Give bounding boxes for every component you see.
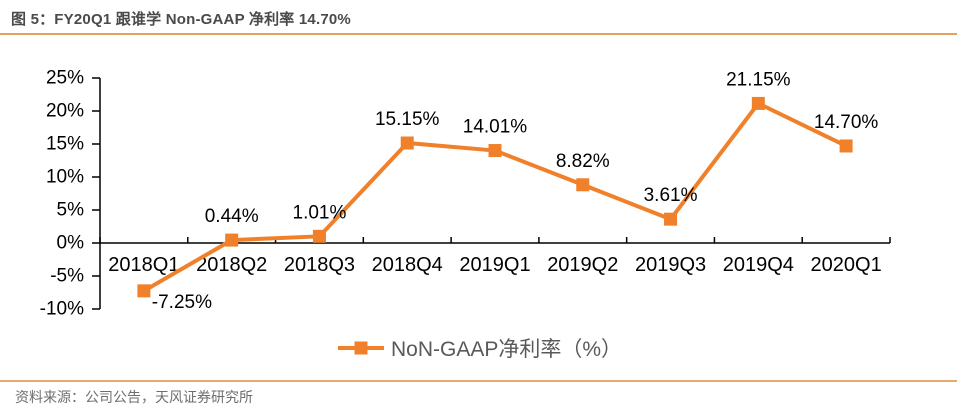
x-axis-category-label: 2018Q4 [372,254,443,276]
source-note: 资料来源：公司公告，天风证券研究所 [15,389,253,405]
x-axis-category-label: 2018Q1 [108,254,179,276]
y-axis-tick-label: 10% [46,167,84,188]
y-axis-tick-label: 5% [57,200,85,221]
data-point-label: 1.01% [293,202,347,223]
x-axis-category-label: 2018Q3 [284,254,355,276]
data-point-marker [225,233,239,247]
x-axis-category-label: 2019Q2 [547,254,618,276]
data-point-marker [576,178,590,192]
x-axis-category-label: 2020Q1 [811,254,882,276]
title-rule [0,33,957,35]
data-point-label: 8.82% [556,151,610,172]
legend-label: NoN-GAAP净利率（%） [391,338,623,361]
data-point-marker [400,136,414,150]
data-point-marker [312,229,326,243]
data-point-label: 15.15% [375,109,440,130]
y-axis-tick-label: 15% [46,134,84,155]
y-axis-tick-label: -5% [50,266,84,287]
y-axis-tick-label: 25% [46,68,84,89]
data-point-marker [839,139,853,153]
data-point-label: -7.25% [152,292,212,313]
legend-line-marker-icon [338,346,384,350]
footer-rule [0,380,957,382]
data-point-label: 3.61% [644,185,698,206]
data-point-label: 21.15% [726,69,791,90]
net-margin-line-chart: 25% 20% 15% 10% 5% 0% -5% -10% 2018Q1 2018Q2 2018Q… [40,68,891,320]
data-point-marker [488,144,502,158]
data-point-marker [751,96,765,110]
data-point-label: 0.44% [205,206,259,227]
data-point-label: 14.70% [814,112,879,133]
legend: NoN-GAAP净利率（%） [338,335,622,361]
y-axis-tick-label: 20% [46,101,84,122]
x-axis-category-label: 2019Q4 [723,254,794,276]
x-axis-category-label: 2018Q2 [196,254,267,276]
y-axis-tick-label: 0% [57,233,85,254]
y-axis-tick-label: -10% [40,299,84,320]
data-point-marker [664,212,678,226]
data-point-marker [137,284,151,298]
figure-title: 图 5：FY20Q1 跟谁学 Non-GAAP 净利率 14.70% [11,11,351,28]
x-axis-category-label: 2019Q3 [635,254,706,276]
x-axis-category-label: 2019Q1 [459,254,530,276]
data-point-label: 14.01% [463,117,528,138]
